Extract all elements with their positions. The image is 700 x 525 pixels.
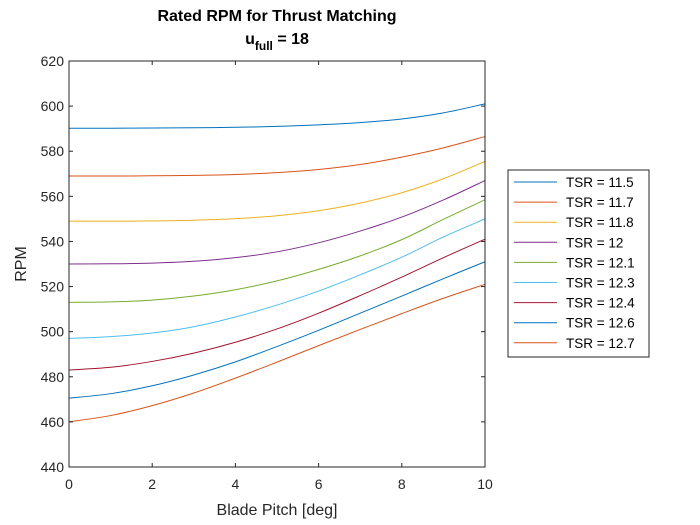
- legend: TSR = 11.5 TSR = 11.7 TSR = 11.8 TSR = 12 TS…: [507, 169, 650, 358]
- series-line-9: [68, 283, 486, 423]
- series-line-4: [68, 180, 486, 265]
- subtitle-subscript: full: [255, 39, 273, 53]
- x-tick-label: 8: [398, 476, 406, 492]
- subtitle-value: = 18: [273, 31, 309, 48]
- legend-label-6: TSR = 12.3: [566, 276, 635, 291]
- plot-area: 0 2 4 6 8 10 440 460 480 500 520 540 560 580 600 620: [41, 53, 493, 492]
- series-line-2: [68, 136, 486, 177]
- plot-frame: [68, 60, 486, 468]
- y-tick-label: 480: [41, 369, 65, 385]
- series-line-1: [68, 103, 486, 129]
- legend-label-3: TSR = 11.8: [566, 215, 634, 230]
- y-tick-label: 580: [41, 143, 65, 159]
- legend-label-9: TSR = 12.7: [566, 336, 635, 351]
- subtitle-symbol: u: [245, 31, 255, 48]
- series-line-6: [68, 218, 486, 339]
- legend-box: [507, 169, 650, 358]
- y-tick-label: 620: [41, 53, 65, 69]
- x-tick-label: 4: [232, 476, 240, 492]
- legend-label-4: TSR = 12: [566, 235, 623, 250]
- legend-label-7: TSR = 12.4: [566, 296, 635, 311]
- x-tick-label: 2: [148, 476, 156, 492]
- y-tick-label: 440: [41, 459, 65, 475]
- series-group: [68, 103, 486, 423]
- legend-label-2: TSR = 11.7: [566, 195, 634, 210]
- series-line-7: [68, 238, 486, 371]
- legend-label-1: TSR = 11.5: [566, 175, 634, 190]
- x-tick-label: 0: [65, 476, 73, 492]
- x-tick-label: 6: [315, 476, 323, 492]
- x-axis-label: Blade Pitch [deg]: [217, 502, 338, 519]
- ticks-group: 0 2 4 6 8 10 440 460 480 500 520 540 560 580 600 620: [41, 53, 493, 492]
- y-tick-label: 540: [41, 233, 65, 249]
- legend-label-8: TSR = 12.6: [566, 316, 635, 331]
- chart-subtitle: ufull = 18: [245, 31, 309, 53]
- series-line-3: [68, 160, 486, 222]
- x-tick-label: 10: [477, 476, 493, 492]
- legend-label-5: TSR = 12.1: [566, 255, 635, 270]
- series-line-8: [68, 261, 486, 399]
- y-tick-label: 520: [41, 279, 65, 295]
- series-line-5: [68, 199, 486, 303]
- chart-title: Rated RPM for Thrust Matching: [157, 8, 396, 25]
- y-tick-label: 460: [41, 414, 65, 430]
- y-axis-label: RPM: [13, 246, 30, 282]
- y-tick-label: 560: [41, 188, 65, 204]
- y-tick-label: 600: [41, 98, 65, 114]
- y-tick-label: 500: [41, 324, 65, 340]
- plot-background: [69, 61, 485, 467]
